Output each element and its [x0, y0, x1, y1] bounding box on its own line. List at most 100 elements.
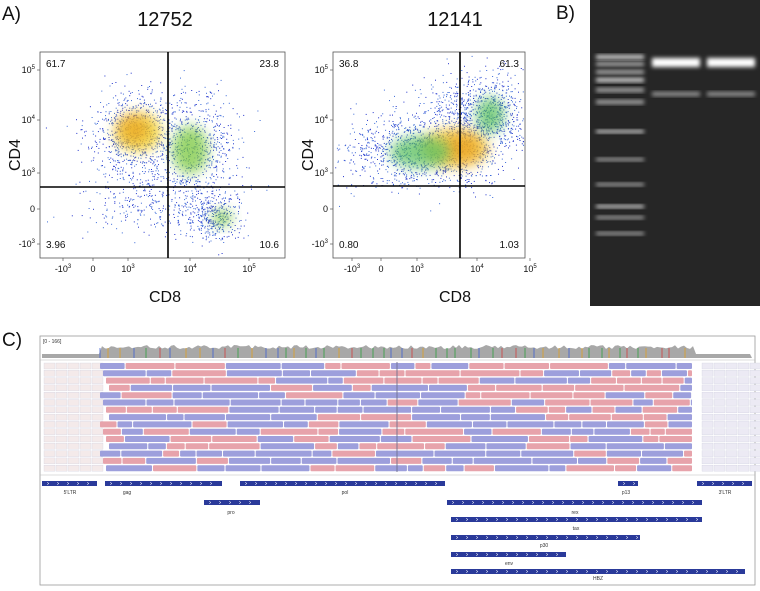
event-dot: [444, 126, 445, 127]
event-dot: [155, 103, 156, 104]
event-dot: [159, 191, 160, 192]
event-dot: [223, 168, 224, 169]
read: [738, 363, 749, 369]
event-dot: [225, 203, 226, 204]
read: [554, 421, 581, 427]
read: [286, 392, 342, 398]
event-dot: [208, 229, 209, 230]
event-dot: [211, 163, 212, 164]
event-dot: [497, 79, 498, 80]
read: [726, 443, 737, 449]
event-dot: [393, 136, 394, 137]
ladder-band: [596, 205, 644, 208]
event-dot: [84, 132, 85, 133]
event-dot: [209, 242, 210, 243]
event-dot: [501, 130, 502, 131]
event-dot: [520, 140, 521, 141]
event-dot: [184, 199, 185, 200]
event-dot: [490, 195, 491, 196]
read: [56, 370, 67, 376]
read: [520, 370, 543, 376]
event-dot: [388, 142, 389, 143]
event-dot: [122, 170, 123, 171]
read: [643, 407, 678, 413]
event-dot: [133, 160, 134, 161]
event-dot: [175, 183, 176, 184]
ladder-band: [596, 78, 644, 82]
read: [80, 458, 91, 464]
event-dot: [215, 203, 216, 204]
event-dot: [154, 148, 155, 149]
event-dot: [456, 84, 457, 85]
event-dot: [162, 155, 163, 156]
read: [80, 363, 91, 369]
event-dot: [223, 116, 224, 117]
event-dot: [186, 198, 187, 199]
event-dot: [464, 125, 465, 126]
event-dot: [142, 167, 143, 168]
event-dot: [140, 162, 141, 163]
event-dot: [522, 150, 523, 151]
event-dot: [448, 101, 449, 102]
event-dot: [466, 108, 467, 109]
event-dot: [196, 177, 197, 178]
event-dot: [192, 177, 193, 178]
event-dot: [237, 194, 238, 195]
event-dot: [169, 172, 170, 173]
read: [642, 378, 662, 384]
event-dot: [165, 222, 166, 223]
event-dot: [230, 177, 231, 178]
event-dot: [183, 176, 184, 177]
read: [738, 429, 749, 435]
read: [103, 458, 121, 464]
event-dot: [508, 111, 509, 112]
event-dot: [391, 125, 392, 126]
event-dot: [409, 167, 410, 168]
event-dot: [183, 92, 184, 93]
event-dot: [486, 175, 487, 176]
read: [375, 465, 407, 471]
event-dot: [396, 180, 397, 181]
event-dot: [133, 207, 134, 208]
read: [228, 421, 283, 427]
event-dot: [120, 174, 121, 175]
event-dot: [155, 195, 156, 196]
event-dot: [153, 200, 154, 201]
event-dot: [506, 145, 507, 146]
event-dot: [418, 132, 419, 133]
event-dot: [214, 144, 215, 145]
event-dot: [78, 150, 79, 151]
event-dot: [179, 197, 180, 198]
event-dot: [169, 138, 170, 139]
event-dot: [468, 99, 469, 100]
quadrant-value: 10.6: [260, 240, 280, 251]
band: [707, 92, 755, 96]
event-dot: [125, 172, 126, 173]
event-dot: [106, 216, 107, 217]
event-dot: [170, 142, 171, 143]
event-dot: [464, 120, 465, 121]
event-dot: [400, 183, 401, 184]
event-dot: [383, 135, 384, 136]
event-dot: [206, 93, 207, 94]
event-dot: [190, 108, 191, 109]
event-dot: [498, 169, 499, 170]
event-dot: [226, 133, 227, 134]
event-dot: [190, 197, 191, 198]
event-dot: [120, 171, 121, 172]
read: [549, 407, 565, 413]
event-dot: [144, 162, 145, 163]
event-dot: [493, 144, 494, 145]
event-dot: [222, 170, 223, 171]
event-dot: [472, 174, 473, 175]
read: [691, 400, 692, 406]
event-dot: [512, 124, 513, 125]
event-dot: [114, 141, 115, 142]
event-dot: [228, 236, 229, 237]
read: [338, 407, 363, 413]
event-dot: [439, 114, 440, 115]
event-dot: [509, 96, 510, 97]
event-dot: [214, 146, 215, 147]
event-dot: [118, 152, 119, 153]
event-dot: [172, 162, 173, 163]
